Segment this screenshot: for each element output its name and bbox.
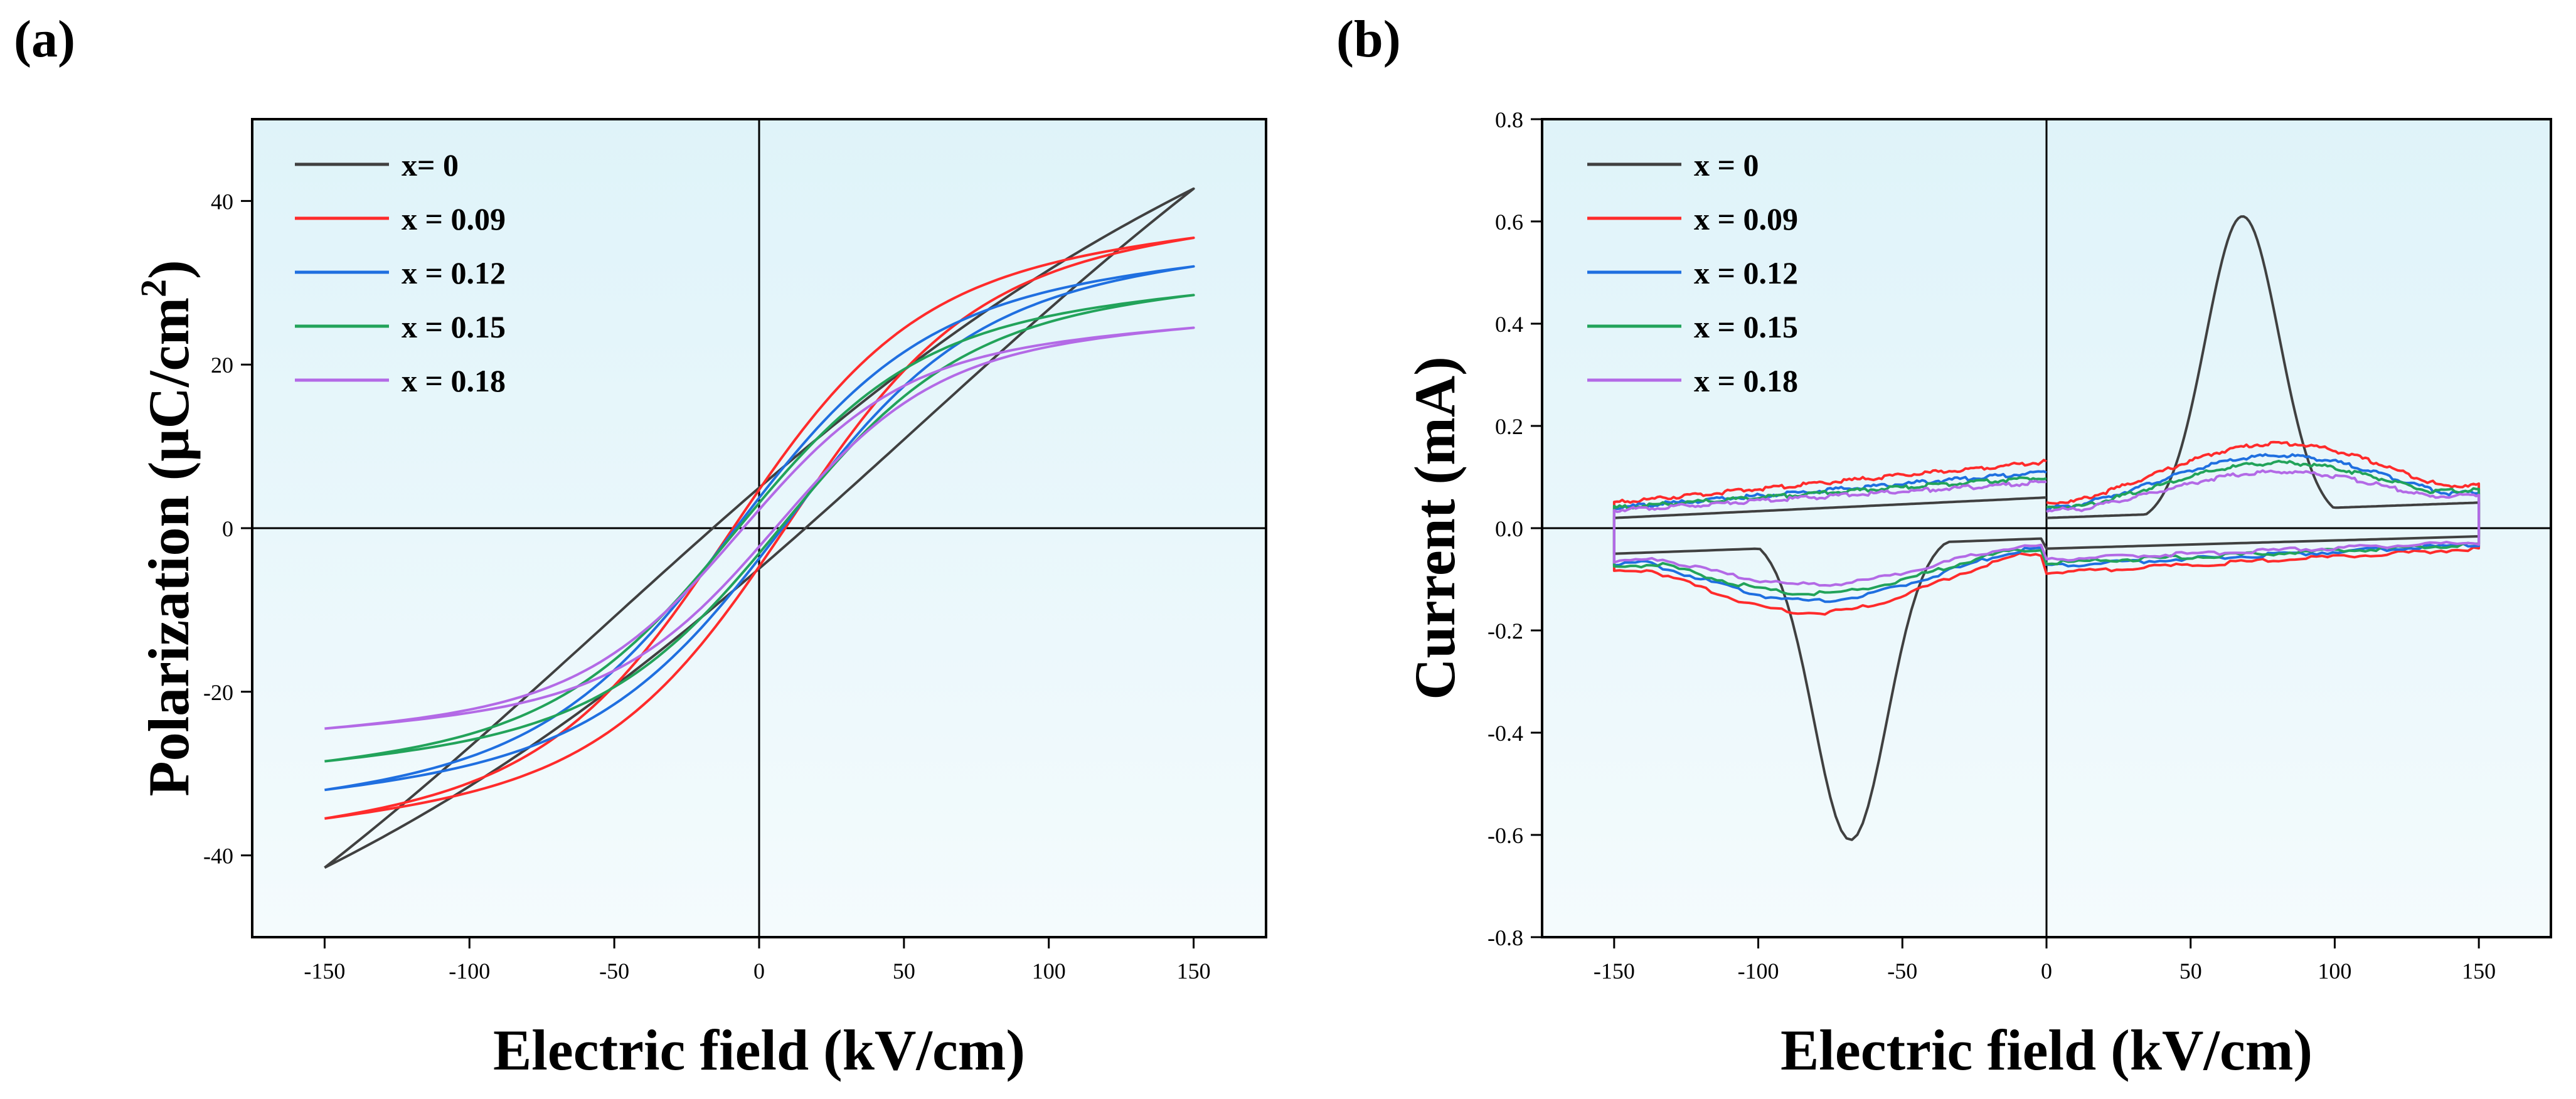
legend-label-b-x009: x = 0.09	[1694, 201, 1798, 236]
legend-a: x= 0 x = 0.09 x = 0.12 x = 0.15 x = 0.18	[295, 147, 506, 398]
x-axis-title-b: Electric field (kV/cm)	[1780, 1018, 2313, 1082]
y-tick-label-b: -0.8	[1488, 925, 1523, 950]
x-tick-label-b: -100	[1738, 958, 1779, 984]
series-line-b-x009	[1612, 440, 2481, 616]
panel-label-a: (a)	[14, 10, 75, 68]
y-tick-label-a: -20	[203, 680, 233, 705]
legend-label-b-x012: x = 0.12	[1694, 255, 1798, 290]
y-tick-label-b: 0.4	[1495, 312, 1523, 337]
y-tick-label-a: 20	[211, 353, 233, 378]
legend-label-a-x0: x= 0	[402, 147, 459, 183]
y-axis-title-b: Current (mA)	[1403, 356, 1467, 700]
x-tick-label-a: 0	[753, 958, 765, 984]
legend-label-b-x0: x = 0	[1694, 147, 1759, 183]
series-line-a-x018	[324, 326, 1195, 730]
series-line-b-x015	[1612, 460, 2481, 597]
x-tick-label-b: -150	[1594, 958, 1635, 984]
legend-label-b-x018: x = 0.18	[1694, 363, 1798, 398]
x-tick-label-a: 150	[1177, 958, 1211, 984]
y-tick-label-b: -0.4	[1488, 721, 1523, 746]
x-tick-label-a: 100	[1032, 958, 1066, 984]
x-tick-label-b: -50	[1887, 958, 1917, 984]
x-tick-label-a: -150	[304, 958, 345, 984]
legend-label-a-x018: x = 0.18	[402, 363, 506, 398]
x-tick-label-a: -50	[599, 958, 629, 984]
y-tick-label-a: 0	[222, 516, 233, 541]
y-tick-label-b: 0.8	[1495, 107, 1523, 132]
y-axis-title-a: Polarization (μC/cm2)	[133, 260, 201, 796]
y-tick-label-b: -0.6	[1488, 823, 1523, 848]
legend-label-a-x012: x = 0.12	[402, 255, 506, 290]
series-line-b-x018	[1612, 469, 2481, 587]
y-tick-label-b: 0.2	[1495, 414, 1523, 439]
y-tick-label-b: 0.6	[1495, 210, 1523, 235]
series-line-b-x0	[1612, 215, 2481, 841]
x-tick-label-b: 100	[2318, 958, 2351, 984]
y-tick-label-b: -0.2	[1488, 619, 1523, 644]
x-axis-title-a: Electric field (kV/cm)	[493, 1018, 1025, 1082]
panel-a: (a) Electric field (kV/cm) Polarization …	[14, 10, 1267, 1082]
legend-label-a-x015: x = 0.15	[402, 309, 506, 344]
y-tick-label-a: 40	[211, 189, 233, 214]
legend-label-b-x015: x = 0.15	[1694, 309, 1798, 344]
x-tick-label-a: 50	[893, 958, 915, 984]
x-tick-label-a: -100	[449, 958, 490, 984]
x-tick-label-b: 0	[2041, 958, 2052, 984]
panel-b: (b) Electric field (kV/cm) Current (mA) …	[1336, 10, 2552, 1082]
series-group-a	[324, 187, 1195, 869]
legend-b: x = 0 x = 0.09 x = 0.12 x = 0.15 x = 0.18	[1587, 147, 1798, 398]
series-line-a-x015	[324, 294, 1195, 763]
x-tick-label-b: 150	[2462, 958, 2496, 984]
legend-label-a-x009: x = 0.09	[402, 201, 506, 236]
axes-a: -150 -100 -50 0 50 100 150 -40 -20 0 20 40	[203, 119, 1266, 984]
x-tick-label-b: 50	[2179, 958, 2202, 984]
series-group-b	[1612, 215, 2481, 841]
panel-label-b: (b)	[1336, 10, 1401, 68]
y-tick-label-a: -40	[203, 844, 233, 869]
y-tick-label-b: 0.0	[1495, 516, 1523, 541]
axes-b: -150 -100 -50 0 50 100 150 -0.8 -0.6 -0.4 -0.2 0.0 0…	[1488, 107, 2551, 984]
